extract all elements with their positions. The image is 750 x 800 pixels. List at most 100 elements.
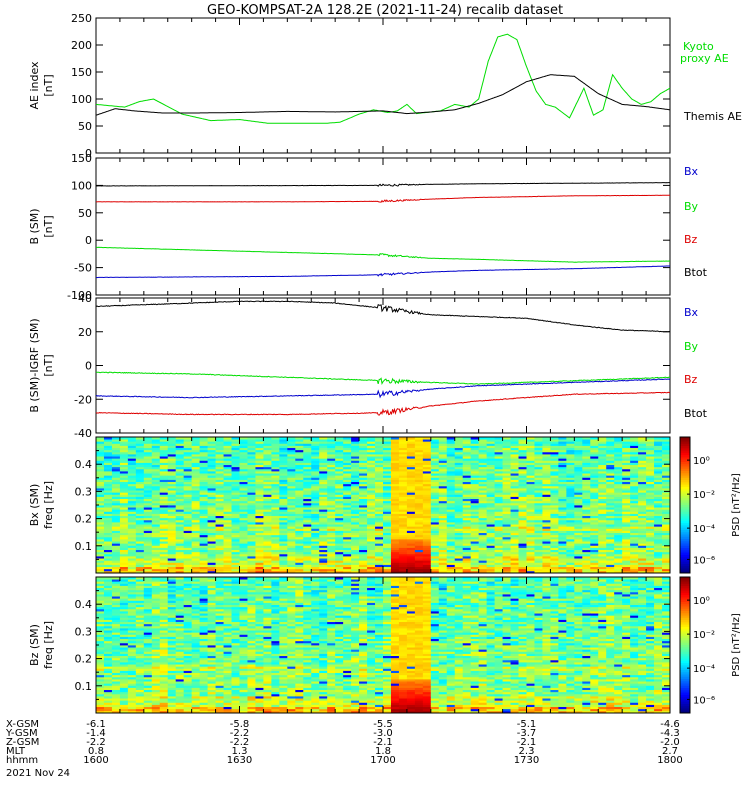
spectrogram-cell — [127, 483, 137, 487]
spectrogram-cell — [542, 460, 551, 463]
spectrogram-cell — [478, 505, 488, 508]
spectrogram-cell — [255, 460, 264, 463]
spectrogram-cell — [502, 443, 511, 446]
spectrogram-cell — [96, 500, 105, 504]
spectrogram-cell — [327, 522, 336, 525]
spectrogram-cell — [223, 475, 232, 478]
spectrogram-cell — [151, 562, 161, 565]
spectrogram-cell — [191, 445, 201, 449]
spectrogram-cell — [446, 479, 456, 483]
spectrogram-cell — [103, 458, 113, 461]
spectrogram-cell — [390, 441, 400, 444]
spectrogram-cell — [343, 479, 352, 483]
spectrogram-cell — [390, 549, 400, 553]
spectrogram-cell — [494, 471, 503, 474]
spectrogram-cell — [191, 437, 201, 440]
spectrogram-cell — [646, 528, 655, 531]
spectrogram-cell — [414, 519, 424, 523]
spectrogram-cell — [199, 481, 209, 485]
spectrogram-cell — [398, 507, 408, 510]
spectrogram-cell — [494, 570, 503, 574]
spectrogram-cell — [255, 456, 264, 459]
spectrogram-cell — [510, 460, 519, 463]
colorbar-step — [680, 516, 690, 520]
spectrogram-cell — [383, 534, 392, 538]
spectrogram-cell — [96, 679, 105, 682]
y-axis-label-unit: freq [Hz] — [42, 481, 55, 529]
spectrogram-cell — [127, 536, 137, 540]
spectrogram-cell — [646, 473, 655, 476]
spectrogram-cell — [175, 562, 185, 565]
spectrogram-cell — [638, 536, 647, 540]
spectrogram-cell — [127, 464, 137, 468]
spectrogram-cell — [375, 490, 384, 493]
spectrogram-cell — [327, 443, 336, 446]
spectrogram-cell — [183, 505, 193, 508]
spectrogram-cell — [383, 458, 392, 461]
spectrogram-cell — [390, 483, 400, 487]
spectrogram-cell — [582, 475, 591, 478]
spectrogram-cell — [231, 556, 240, 559]
spectrogram-cell — [598, 564, 607, 568]
spectrogram-cell — [486, 547, 496, 551]
spectrogram-cell — [430, 528, 440, 531]
y-tick-label: 50 — [78, 207, 92, 220]
spectrogram-cell — [622, 562, 631, 565]
spectrogram-cell — [319, 447, 328, 451]
spectrogram-cell — [143, 496, 153, 500]
spectrogram-cell — [462, 556, 472, 559]
spectrogram-cell — [494, 449, 503, 453]
spectrogram-cell — [119, 498, 129, 502]
spectrogram-cell — [223, 545, 232, 548]
spectrogram-cell — [159, 517, 169, 521]
spectrogram-cell — [422, 509, 432, 512]
colorbar-step — [680, 559, 690, 563]
spectrogram-cell — [662, 473, 671, 476]
spectrogram-cell — [598, 562, 607, 565]
spectrogram-cell — [295, 539, 304, 542]
spectrogram-cell — [446, 443, 456, 446]
spectrogram-cell — [279, 566, 288, 570]
spectrogram-cell — [542, 532, 551, 536]
spectrogram-cell — [159, 507, 169, 510]
spectrogram-cell — [239, 494, 248, 497]
spectrogram-cell — [151, 477, 161, 480]
spectrogram-cell — [103, 528, 113, 531]
spectrogram-cell — [247, 528, 256, 531]
spectrogram-cell — [231, 532, 240, 536]
spectrogram-cell — [510, 477, 519, 480]
spectrogram-cell — [111, 443, 121, 446]
spectrogram-cell — [103, 564, 113, 568]
spectrogram-cell — [462, 485, 472, 489]
spectrogram-cell — [279, 498, 288, 502]
spectrogram-cell — [566, 560, 575, 563]
spectrogram-cell — [406, 488, 416, 491]
spectrogram-cell — [518, 511, 527, 514]
spectrogram-cell — [662, 534, 671, 538]
spectrogram-cell — [446, 511, 456, 514]
spectrogram-cell — [96, 479, 105, 483]
spectrogram-cell — [383, 445, 392, 449]
spectrogram-cell — [558, 524, 567, 527]
spectrogram-cell — [518, 449, 527, 453]
spectrogram-cell — [454, 553, 464, 557]
spectrogram-cell — [574, 451, 583, 455]
spectrogram-cell — [239, 502, 248, 506]
spectrogram-cell — [630, 568, 639, 572]
spectrogram-cell — [175, 492, 185, 495]
spectrogram-cell — [263, 549, 272, 553]
spectrogram-cell — [630, 490, 639, 493]
spectrogram-cell — [662, 515, 671, 519]
spectrogram-cell — [127, 541, 137, 544]
spectrogram-cell — [414, 471, 424, 474]
spectrogram-cell — [199, 513, 209, 517]
spectrogram-cell — [662, 481, 671, 485]
spectrogram-cell — [311, 551, 320, 555]
spectrogram-cell — [351, 439, 360, 442]
spectrogram-cell — [542, 560, 551, 563]
spectrogram-cell — [470, 481, 480, 485]
spectrogram-cell — [646, 534, 655, 538]
spectrogram-cell — [582, 507, 591, 510]
spectrogram-cell — [287, 477, 296, 480]
spectrogram-cell — [279, 462, 288, 466]
